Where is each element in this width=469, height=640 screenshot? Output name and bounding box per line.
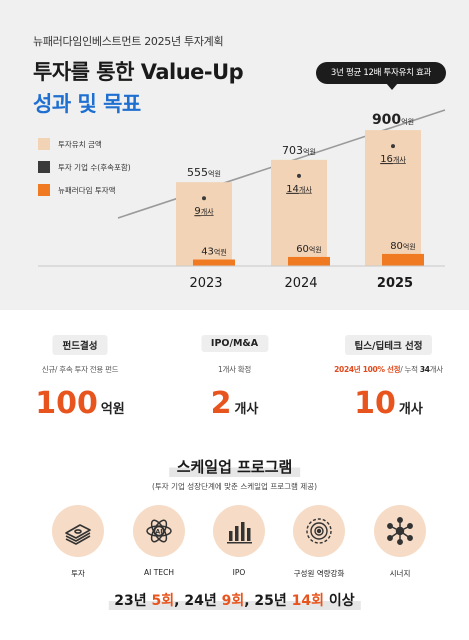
company-count-label: 14개사 [286, 184, 312, 195]
card-description: 신규/ 후속 투자 전용 펀드 [41, 365, 119, 374]
card-heading: 팁스/딥테크 선정 [344, 335, 433, 355]
funding-bar [176, 182, 232, 266]
tips-card: 팁스/딥테크 선정 2024년 100% 선정/ 누적 34개사 10 개사 [318, 320, 459, 426]
rounds-count: 5회 [151, 593, 175, 609]
funding-value-label: 900억원 [372, 112, 414, 128]
program-label: 투자 [71, 569, 85, 578]
card-unit: 개사 [398, 402, 423, 417]
fund-card: 펀드결성 신규/ 후속 투자 전용 펀드 100 억원 [10, 320, 150, 426]
funding-value-label: 555억원 [187, 166, 221, 179]
card-description: 1개사 확정 [218, 365, 251, 374]
company-count-label: 16개사 [380, 154, 406, 165]
rounds-count: 14회 [291, 593, 325, 609]
program-rounds: 23년 5회, 24년 9회, 25년 14회 이상 [108, 590, 361, 610]
investment-chart: 555억원 9개사 43억원 2023 703억원 14개사 60억원 2024 900억원 16… [38, 109, 446, 291]
company-dot [202, 196, 206, 201]
rounds-text: , 25년 [244, 593, 292, 609]
program-title: 스케일업 프로그램 [168, 456, 301, 477]
program-subtitle: (투자 기업 성장단계에 맞춘 스케일업 프로그램 제공) [151, 482, 318, 491]
card-description: 2024년 100% 선정/ 누적 34개사 [318, 364, 459, 375]
legend-swatch [38, 184, 50, 196]
page-subtitle: 성과 및 목표 [33, 92, 141, 116]
rounds-text: , 24년 [174, 593, 222, 609]
company-plan-label: 뉴패러다임인베스트먼트 2025년 투자계획 [33, 35, 224, 48]
legend-swatch [38, 161, 50, 173]
company-count-label: 9개사 [194, 206, 214, 217]
funding-bar [365, 130, 421, 266]
program-item-synergy: 시너지 [372, 505, 428, 579]
investment-value-label: 80억원 [390, 241, 416, 252]
ipo-card: IPO/M&A 1개사 확정 2 개사 [164, 320, 305, 426]
card-value: 2 개사 [164, 386, 305, 421]
card-unit: 억원 [100, 402, 125, 417]
legend-label: 투자 기업 수(후속포함) [58, 162, 131, 172]
count-text: 34 [419, 365, 430, 374]
card-number: 2 [210, 386, 232, 421]
desc-text: / 누적 [400, 365, 420, 374]
legend-item-companies: 투자 기업 수(후속포함) [38, 156, 131, 178]
card-heading: IPO/M&A [200, 335, 269, 352]
program-item-ipo: IPO [211, 505, 267, 577]
card-number: 100 [35, 386, 98, 421]
target-icon [293, 505, 345, 557]
program-label: 시너지 [389, 569, 411, 578]
highlight-text: 2024년 100% 선정 [334, 365, 401, 374]
program-label: 구성원 역량강화 [293, 569, 345, 578]
bar-chart-icon [213, 505, 265, 557]
investment-bar [193, 259, 235, 266]
investment-value-label: 43억원 [201, 247, 227, 258]
x-tick-label: 2024 [284, 276, 317, 291]
investment-bar [288, 256, 330, 266]
program-item-training: 구성원 역량강화 [291, 505, 347, 579]
card-value: 100 억원 [10, 386, 150, 421]
money-stack-icon [52, 505, 104, 557]
program-item-investment: 투자 [50, 505, 106, 579]
rounds-count: 9회 [221, 593, 245, 609]
legend-label: 투자유치 금액 [58, 139, 102, 149]
rounds-text: 이상 [324, 593, 355, 609]
card-heading: 펀드결성 [52, 335, 108, 355]
legend-item-investment: 뉴패러다임 투자액 [38, 179, 131, 201]
desc-text: 개사 [429, 365, 444, 374]
card-number: 10 [354, 386, 396, 421]
ai-chip-icon: AI [133, 505, 185, 557]
investment-bar [382, 253, 424, 266]
x-tick-label: 2025 [377, 276, 413, 291]
company-dot [297, 173, 301, 178]
investment-value-label: 60억원 [296, 244, 322, 255]
program-item-ai-tech: AI AI TECH [131, 505, 187, 577]
svg-text:AI: AI [156, 529, 163, 536]
x-tick-label: 2023 [189, 276, 222, 291]
legend-label: 뉴패러다임 투자액 [58, 185, 116, 195]
program-label: AI TECH [144, 568, 174, 577]
chart-legend: 투자유치 금액 투자 기업 수(후속포함) 뉴패러다임 투자액 [38, 133, 131, 202]
callout-badge: 3년 평균 12배 투자유치 효과 [316, 62, 446, 90]
legend-swatch [38, 138, 50, 150]
funding-value-label: 703억원 [282, 144, 316, 157]
rounds-text: 23년 [114, 593, 152, 609]
company-dot [391, 144, 395, 149]
card-value: 10 개사 [318, 386, 459, 421]
legend-item-funding: 투자유치 금액 [38, 133, 131, 155]
page-title: 투자를 통한 Value-Up [33, 60, 244, 84]
network-icon [374, 505, 426, 557]
card-unit: 개사 [234, 402, 259, 417]
program-label: IPO [232, 568, 246, 577]
